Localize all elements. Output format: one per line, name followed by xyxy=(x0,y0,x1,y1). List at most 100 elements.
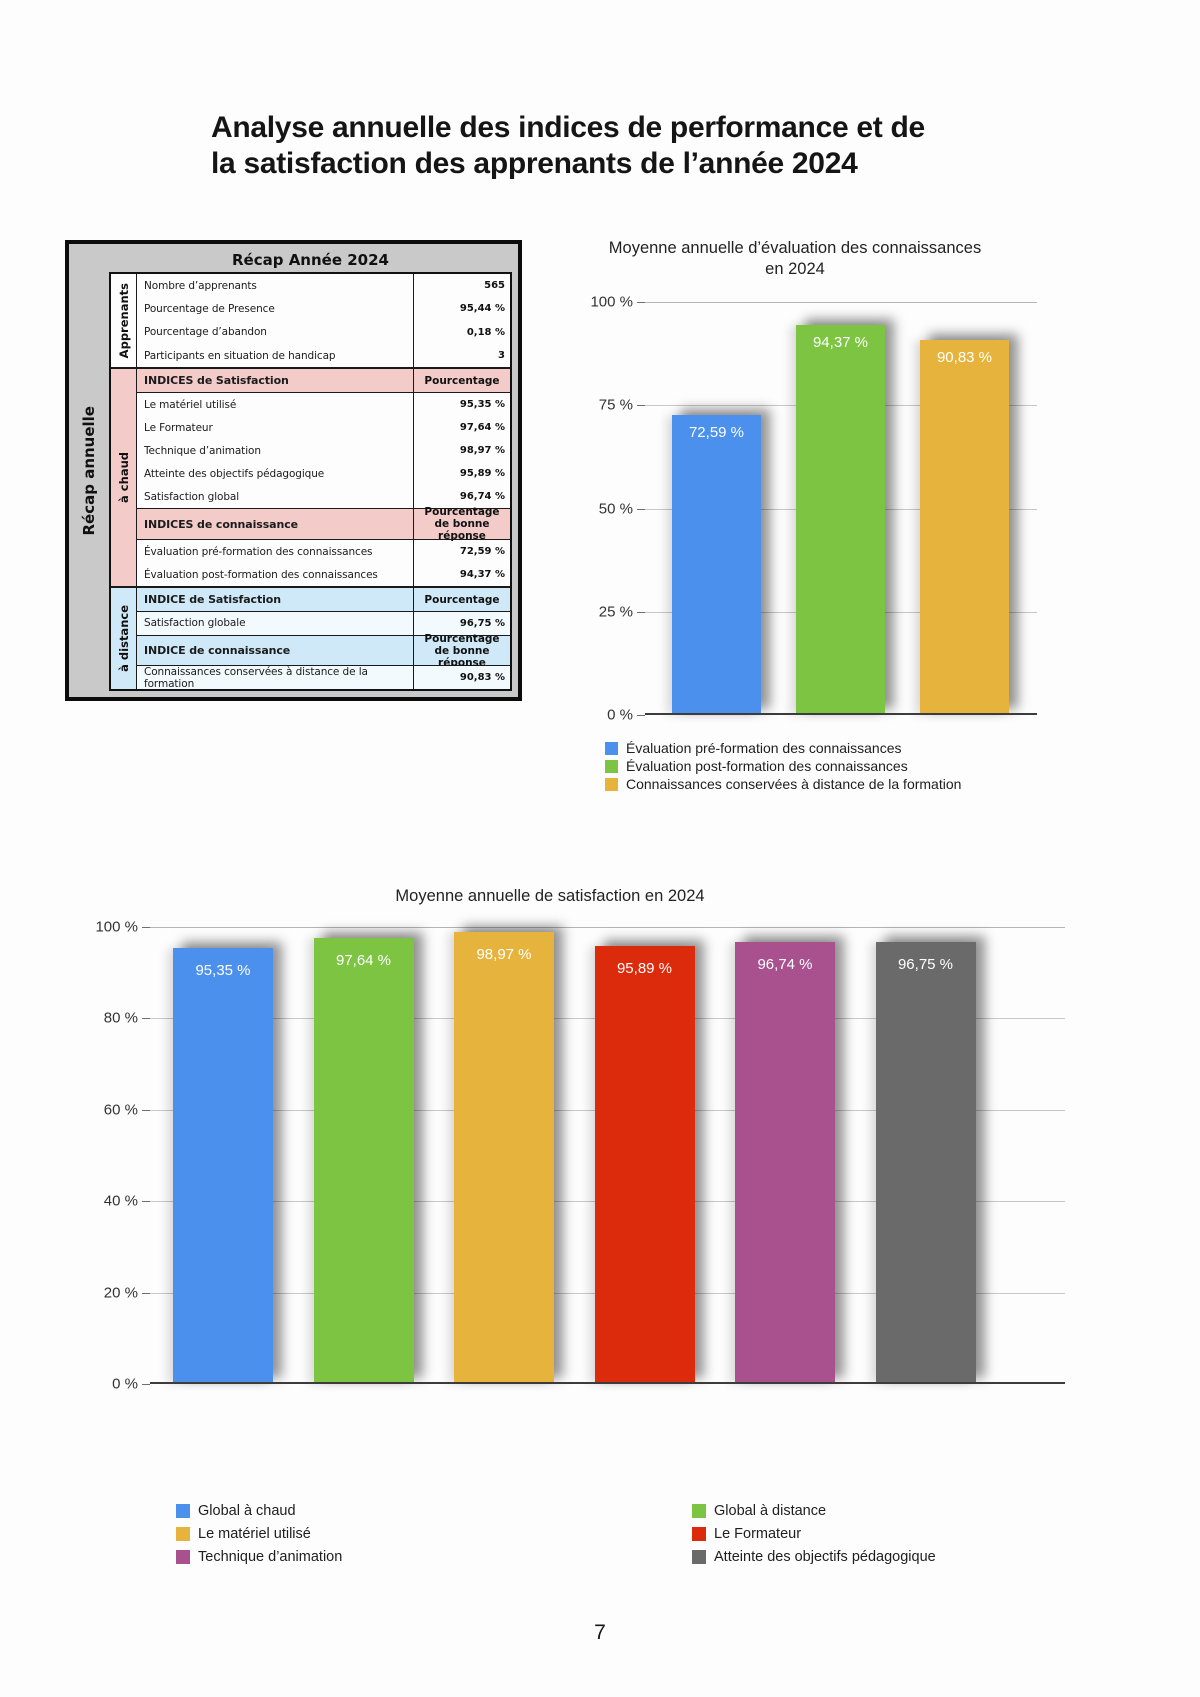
legend-label: Technique d’animation xyxy=(198,1549,343,1565)
table-header-label: INDICE de Satisfaction xyxy=(144,593,281,607)
table-row: Technique d’animation 98,97 % xyxy=(137,439,510,463)
table-row-label: Évaluation pré-formation des connaissanc… xyxy=(144,545,373,558)
y-axis-tick-label: 25 % xyxy=(598,603,633,621)
legend-swatch xyxy=(692,1550,706,1564)
table-row: Pourcentage d’abandon 0,18 % xyxy=(137,320,510,344)
table-row: Satisfaction global 96,74 % xyxy=(137,485,510,509)
table-row-label: Le matériel utilisé xyxy=(144,398,237,411)
table-row-label: Pourcentage d’abandon xyxy=(144,326,267,339)
table-row: Évaluation pré-formation des connaissanc… xyxy=(137,540,510,564)
gridline xyxy=(645,302,1037,303)
table-row-label: Atteinte des objectifs pédagogique xyxy=(144,467,325,480)
table-row-value: 94,37 % xyxy=(413,563,510,587)
table-row: Pourcentage de Presence 95,44 % xyxy=(137,297,510,321)
table-row-label: Évaluation post-formation des connaissan… xyxy=(144,568,378,581)
table-header-value: Pourcentage de bonne réponse xyxy=(413,633,510,668)
table-row-value: 98,97 % xyxy=(413,439,510,463)
bar-value-label: 98,97 % xyxy=(476,945,532,963)
table-row-label: Connaissances conservées à distance de l… xyxy=(144,665,368,690)
y-axis-tick-label: 40 % xyxy=(103,1192,138,1210)
table-row-value: 95,35 % xyxy=(413,393,510,417)
table-row-label: Participants en situation de handicap xyxy=(144,349,336,362)
recap-side-band: Récap annuelle xyxy=(69,244,109,697)
table-header-value: Pourcentage xyxy=(413,588,510,611)
table-row: Atteinte des objectifs pédagogique 95,89 … xyxy=(137,462,510,486)
legend-swatch xyxy=(176,1504,190,1518)
legend-swatch xyxy=(692,1504,706,1518)
chart-bar: 97,64 % xyxy=(313,937,414,1384)
table-section-label-text: à chaud xyxy=(116,452,131,504)
gridline xyxy=(150,1382,1065,1384)
chart-bar: 98,97 % xyxy=(454,931,554,1384)
table-row-value: 95,89 % xyxy=(413,462,510,486)
legend-item: Global à distance xyxy=(692,1503,936,1519)
page-title-line2: la satisfaction des apprenants de l’anné… xyxy=(211,147,858,180)
table-row: Évaluation post-formation des connaissan… xyxy=(137,563,510,587)
table-row-label: Pourcentage de Presence xyxy=(144,302,275,315)
legend-item: Technique d’animation xyxy=(176,1549,692,1565)
bar-value-label: 94,37 % xyxy=(812,334,869,352)
table-header-label: INDICES de connaissance xyxy=(144,517,298,531)
axis-tick xyxy=(142,927,150,928)
table-row: INDICE de connaissance Pourcentage de bon… xyxy=(137,633,510,668)
legend-label: Global à chaud xyxy=(198,1503,296,1519)
axis-tick xyxy=(637,405,645,407)
table-row-value: 95,44 % xyxy=(413,297,510,321)
axis-tick xyxy=(637,715,645,716)
chart-legend: Évaluation pré-formation des connaissanc… xyxy=(605,740,961,792)
legend-label: Le Formateur xyxy=(714,1526,802,1542)
table-section: à distance INDICE de Satisfaction Pourcent… xyxy=(111,586,510,690)
y-axis-tick-label: 0 % xyxy=(607,706,633,724)
table-row: Le matériel utilisé 95,35 % xyxy=(137,393,510,417)
legend-swatch xyxy=(605,741,618,755)
table-row: Satisfaction globale 96,75 % xyxy=(137,611,510,635)
table-row-value: 72,59 % xyxy=(413,540,510,564)
y-axis-tick-label: 100 % xyxy=(590,293,633,311)
legend-swatch xyxy=(176,1550,190,1564)
page-title: Analyse annuelle des indices de performa… xyxy=(211,110,925,182)
table-section-label: Apprenants xyxy=(111,274,137,368)
bar-value-label: 96,74 % xyxy=(757,955,813,973)
y-axis-tick-label: 20 % xyxy=(103,1284,138,1302)
legend-item: Atteinte des objectifs pédagogique xyxy=(692,1549,936,1565)
chart-bar: 94,37 % xyxy=(796,325,885,715)
table-row-label: Technique d’animation xyxy=(144,444,261,457)
table-header-label: INDICE de connaissance xyxy=(144,644,291,657)
table-row: INDICE de Satisfaction Pourcentage xyxy=(137,588,510,612)
legend-swatch xyxy=(605,777,618,791)
legend-label: Évaluation post-formation des connaissan… xyxy=(626,758,908,774)
table-row: Participants en situation de handicap 3 xyxy=(137,343,510,368)
y-axis-tick-label: 0 % xyxy=(112,1375,138,1393)
legend-swatch xyxy=(176,1527,190,1541)
axis-tick xyxy=(142,1018,150,1020)
legend-label: Atteinte des objectifs pédagogique xyxy=(714,1549,936,1565)
table-row: INDICES de Satisfaction Pourcentage xyxy=(137,369,510,394)
gridline xyxy=(645,713,1037,715)
axis-tick xyxy=(142,1109,150,1111)
chart-bar: 90,83 % xyxy=(920,339,1009,715)
axis-tick xyxy=(142,1384,150,1385)
legend-item: Évaluation pré-formation des connaissanc… xyxy=(605,740,961,756)
y-axis-tick-label: 100 % xyxy=(95,918,138,936)
y-axis-tick-label: 80 % xyxy=(103,1009,138,1027)
chart-plot: 0 % 20 % 40 % 60 % 80 % 100 % 95,35 % 97,64 % 98… xyxy=(95,919,1065,1393)
legend-label: Le matériel utilisé xyxy=(198,1526,311,1542)
table-section: à chaud INDICES de Satisfaction Pourcentag… xyxy=(111,367,510,587)
legend-label: Global à distance xyxy=(714,1503,827,1519)
axis-tick xyxy=(637,302,645,303)
legend-item: Global à chaud xyxy=(176,1503,692,1519)
table-row-value: 565 xyxy=(413,274,510,298)
table-section-label: à chaud xyxy=(111,369,137,587)
page-title-line1: Analyse annuelle des indices de performa… xyxy=(211,111,925,144)
table-rows: INDICES de Satisfaction Pourcentage Le mat… xyxy=(137,369,510,587)
axis-tick xyxy=(637,611,645,613)
table-row-value: 96,74 % xyxy=(413,485,510,509)
chart-plot: 0 % 25 % 50 % 75 % 100 % 72,59 % 94,37 % 90,83 … xyxy=(590,294,1037,724)
chart-satisfaction: Moyenne annuelle de satisfaction en 2024… xyxy=(85,878,1085,1578)
table-row-value: 97,64 % xyxy=(413,416,510,440)
chart-title: Moyenne annuelle d’évaluation des connai… xyxy=(550,238,1040,280)
chart-bar: 95,89 % xyxy=(594,945,695,1384)
chart-legend: Global à chaud Global à distance Le matéri… xyxy=(176,1503,936,1565)
table-row: INDICES de connaissance Pourcentage de bo… xyxy=(137,506,510,542)
